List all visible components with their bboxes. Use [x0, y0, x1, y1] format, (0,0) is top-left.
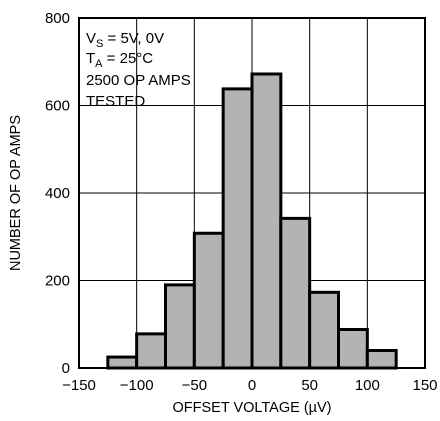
x-axis-title: OFFSET VOLTAGE (µV)	[172, 400, 331, 416]
y-tick-label: 0	[62, 360, 70, 377]
annotation-vs-rest: = 5V, 0V	[103, 30, 164, 47]
annotation-line-temperature: TA = 25°C	[86, 50, 153, 70]
x-tick-label: 100	[355, 377, 380, 394]
x-tick-label: −100	[120, 377, 154, 394]
annotation-vs-main: V	[86, 30, 96, 47]
histogram-bar	[192, 231, 225, 370]
y-tick-labels: 0 200 400 600 800	[45, 10, 70, 377]
histogram-bar	[337, 328, 369, 370]
y-tick-label: 400	[45, 185, 70, 202]
annotation-line-tested: TESTED	[86, 93, 145, 110]
x-tick-labels: −150 −100 −50 0 50 100 150	[62, 377, 437, 394]
y-tick-label: 200	[45, 273, 70, 290]
histogram-bar	[164, 283, 196, 370]
histogram-bar	[250, 72, 283, 370]
annotation-ta-sub: A	[95, 58, 103, 70]
plot-frame	[78, 17, 426, 369]
y-tick-label: 600	[45, 98, 70, 115]
histogram-bars	[106, 72, 398, 370]
y-tick-label: 800	[45, 10, 70, 27]
annotation-ta-main: T	[86, 50, 95, 67]
x-tick-label: 0	[248, 377, 256, 394]
test-conditions-annotation: VS = 5V, 0V TA = 25°C 2500 OP AMPS TESTE…	[86, 30, 191, 110]
x-tick-label: 150	[412, 377, 437, 394]
annotation-vs-sub: S	[96, 38, 103, 50]
histogram-bar	[221, 87, 254, 370]
x-tick-label: −50	[182, 377, 207, 394]
x-tick-label: 50	[301, 377, 318, 394]
annotation-line-supply: VS = 5V, 0V	[86, 30, 164, 50]
histogram-bar	[308, 290, 340, 370]
annotation-ta-rest: = 25°C	[103, 50, 154, 67]
y-axis-title: NUMBER OF OP AMPS	[8, 115, 24, 271]
x-tick-label: −150	[62, 377, 96, 394]
histogram-bar	[106, 355, 139, 370]
histogram-bar	[135, 332, 168, 370]
annotation-line-count: 2500 OP AMPS	[86, 72, 191, 89]
histogram-bar	[365, 349, 398, 370]
histogram-bar	[279, 216, 312, 370]
